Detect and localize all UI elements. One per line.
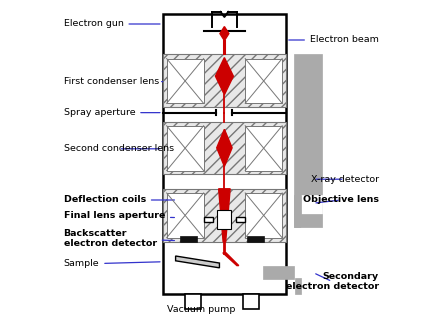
Bar (163, 54, 286, 107)
Text: Electron gun: Electron gun (63, 20, 160, 28)
Bar (163, 189, 286, 242)
Polygon shape (215, 58, 234, 95)
Bar (263, 266, 294, 279)
Text: Backscatter
electron detector: Backscatter electron detector (63, 229, 174, 248)
Bar (166, 193, 204, 238)
Text: Second condenser lens: Second condenser lens (63, 144, 174, 153)
Bar (245, 126, 282, 171)
Text: Objective lens: Objective lens (303, 196, 379, 204)
Text: Deflection coils: Deflection coils (63, 196, 174, 204)
Bar (180, 236, 198, 242)
Polygon shape (220, 27, 229, 41)
Bar (166, 59, 204, 103)
Bar (218, 210, 231, 229)
Text: First condenser lens: First condenser lens (63, 77, 163, 86)
Bar (163, 14, 286, 294)
Bar (294, 54, 322, 227)
Bar (295, 278, 301, 294)
Text: X-ray detector: X-ray detector (311, 175, 379, 184)
Text: Sample: Sample (63, 260, 160, 268)
Bar (294, 195, 301, 214)
Polygon shape (217, 129, 232, 166)
Bar (246, 236, 264, 242)
Bar (245, 59, 282, 103)
Text: Final lens aperture: Final lens aperture (63, 212, 174, 220)
Bar (163, 122, 286, 174)
Bar (301, 195, 322, 227)
Text: Spray aperture: Spray aperture (63, 108, 160, 117)
Text: Electron beam: Electron beam (289, 36, 379, 44)
Bar (166, 126, 204, 171)
Polygon shape (223, 253, 239, 266)
Bar (204, 217, 213, 222)
Bar (185, 294, 201, 309)
Bar (236, 217, 245, 222)
Bar (294, 214, 322, 227)
Text: Vacuum pump: Vacuum pump (167, 305, 235, 314)
Bar (243, 294, 259, 309)
Polygon shape (175, 256, 219, 268)
Text: Secondary
electron detector: Secondary electron detector (285, 272, 379, 291)
Polygon shape (218, 189, 230, 242)
Bar (245, 193, 282, 238)
